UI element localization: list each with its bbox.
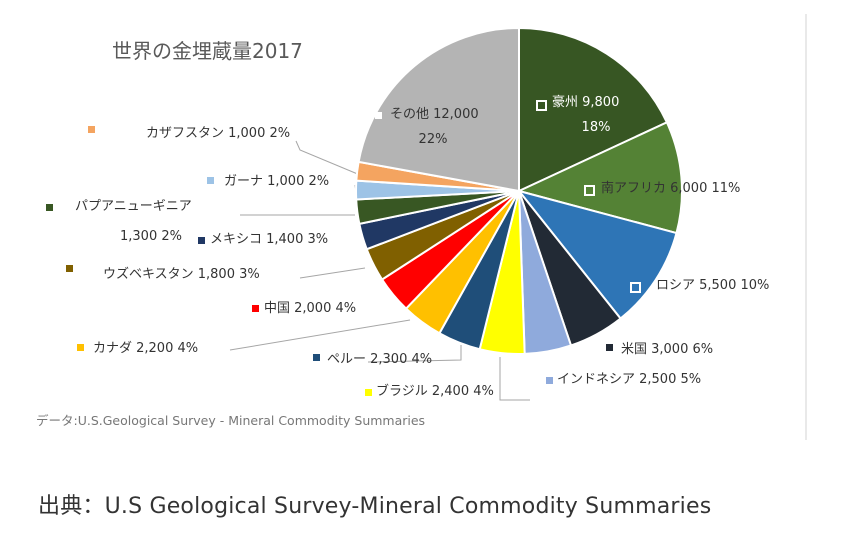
slice-2-wedge <box>516 121 683 235</box>
pie-chart: 世界の金埋蔵量2017 豪州 9,800 18% 南アフリカ 6,000 11% ロシ… <box>36 26 769 428</box>
slice-9-label: 中国 2,000 4% <box>264 301 356 316</box>
slice-8-marker <box>77 344 84 351</box>
data-source-note: データ:U.S.Geological Survey - Mineral Comm… <box>36 413 425 428</box>
slice-5-marker <box>546 377 553 384</box>
slice-1-label: 豪州 9,800 <box>552 94 619 110</box>
slice-8-label: カナダ 2,200 4% <box>93 341 198 356</box>
slice-1-percent: 18% <box>582 120 611 135</box>
slice-12-marker <box>46 204 53 211</box>
slice-7-marker <box>313 354 320 361</box>
slice-14-leader-line <box>295 140 361 176</box>
slice-15-percent: 22% <box>419 132 448 147</box>
slice-15-marker <box>375 112 382 119</box>
slice-3-wedge <box>516 189 678 320</box>
slice-11-marker <box>198 237 205 244</box>
slice-4-marker <box>606 344 613 351</box>
slice-10-label: ウズベキスタン 1,800 3% <box>103 266 260 282</box>
slice-11-label: メキシコ 1,400 3% <box>210 232 328 247</box>
slice-7-label: ペルー 2,300 4% <box>327 352 432 367</box>
slice-12-label: パプアニューギニア <box>75 199 192 214</box>
slice-6-marker <box>365 389 372 396</box>
slice-8-leader-line <box>229 319 411 351</box>
pie-slices <box>355 26 683 355</box>
slice-13-label: ガーナ 1,000 2% <box>224 174 329 189</box>
slice-6-label: ブラジル 2,400 4% <box>376 383 494 399</box>
slice-10-marker <box>66 265 73 272</box>
slice-15-wedge <box>357 26 520 193</box>
slice-13-marker <box>207 177 214 184</box>
slice-12-value-label: 1,300 2% <box>120 229 182 244</box>
slice-labels: 豪州 9,800 18% 南アフリカ 6,000 11% ロシア 5,500 10% 米… <box>46 94 769 399</box>
slice-7-leader-line <box>367 345 462 363</box>
slice-1-marker <box>536 100 547 111</box>
chart-card: 世界の金埋蔵量2017 豪州 9,800 18% 南アフリカ 6,000 11% ロシ… <box>36 26 770 428</box>
slice-2-marker <box>584 185 595 196</box>
card-border <box>805 14 807 440</box>
slice-2-label: 南アフリカ 6,000 11% <box>601 180 740 196</box>
slice-14-label: カザフスタン 1,000 2% <box>146 126 290 141</box>
slice-4-label: 米国 3,000 6% <box>621 342 713 357</box>
slice-10-leader-line <box>299 267 366 279</box>
slice-9-marker <box>252 305 259 312</box>
chart-title: 世界の金埋蔵量2017 <box>112 39 303 63</box>
slice-15-label: その他 12,000 <box>390 107 479 122</box>
slice-6-leader-line <box>499 357 530 401</box>
slice-5-label: インドネシア 2,500 5% <box>557 372 701 387</box>
slice-1-wedge <box>518 26 669 193</box>
slice-3-marker <box>630 282 641 293</box>
slice-3-label: ロシア 5,500 10% <box>656 278 769 293</box>
slice-14-marker <box>88 126 95 133</box>
source-caption: 出典：U.S Geological Survey-Mineral Commodi… <box>38 494 712 519</box>
